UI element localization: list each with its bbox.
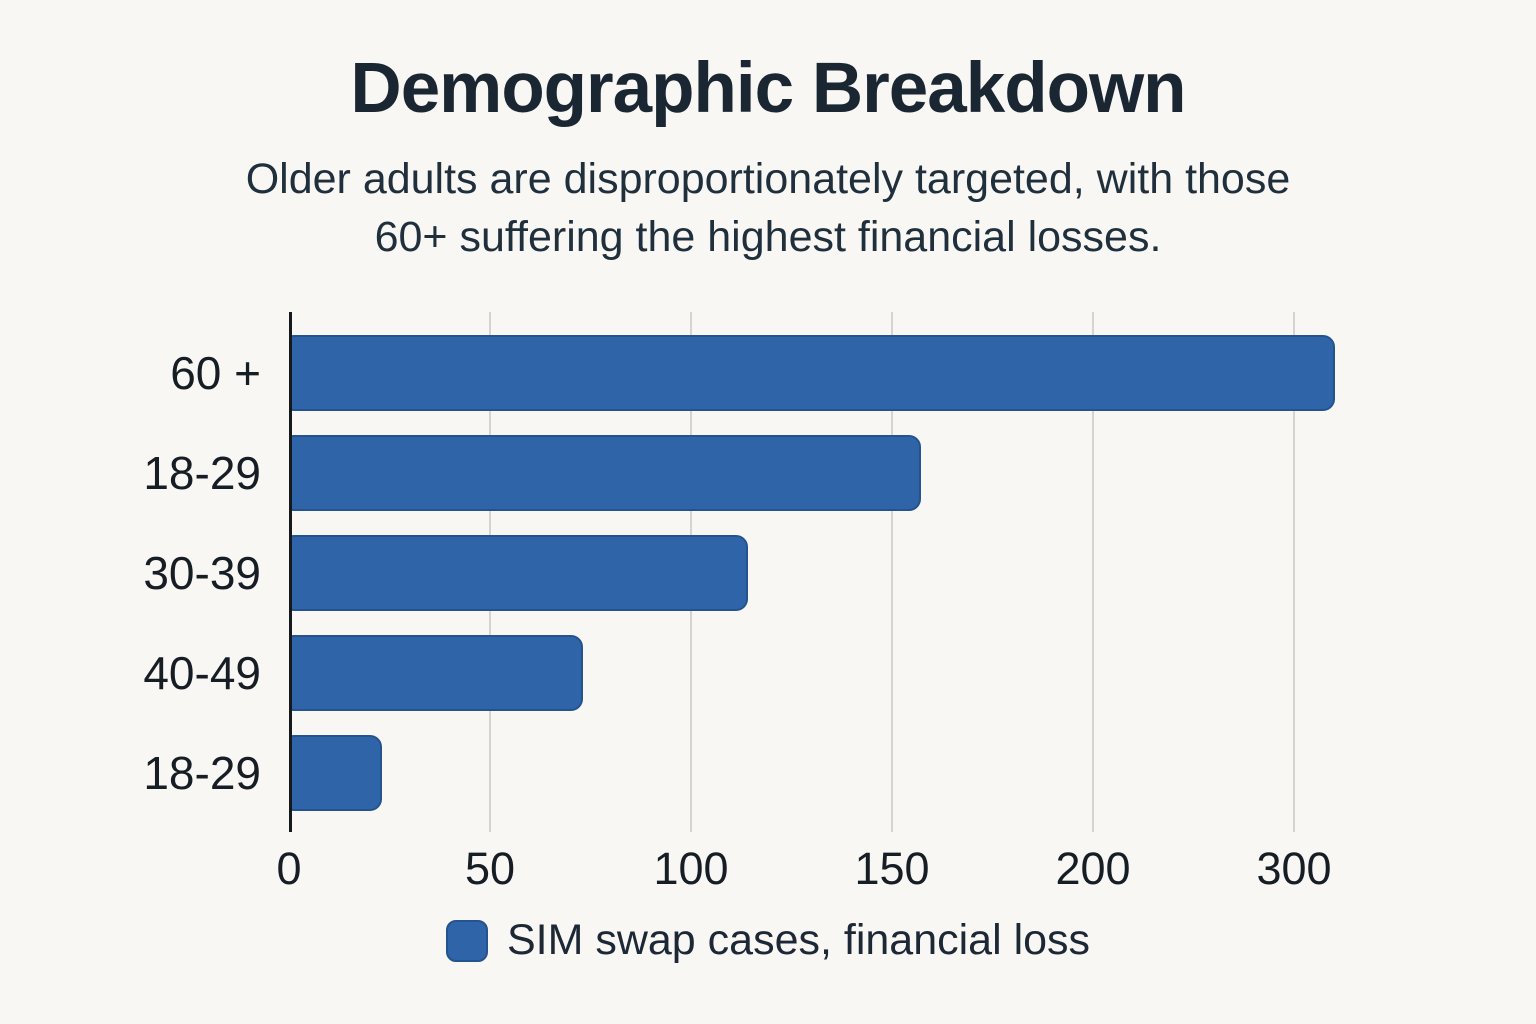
chart-subtitle-line-1: Older adults are disproportionately targ… (245, 155, 1291, 203)
x-axis-labels: 0 50 100 150 200 300 (276, 843, 1459, 899)
x-tick-label: 150 (854, 843, 930, 894)
y-category-label: 18-29 (143, 747, 261, 799)
bar (290, 335, 1335, 411)
gridline (891, 312, 893, 832)
gridline (1092, 312, 1094, 832)
legend-swatch-icon (445, 919, 488, 962)
x-tick-label: 300 (1256, 843, 1332, 894)
bar (290, 735, 382, 811)
chart-title: Demographic Breakdown (350, 49, 1186, 128)
x-tick-label: 50 (464, 843, 516, 894)
chart-subtitle: Older adults are disproportionately targ… (0, 150, 1536, 266)
y-category-label: 40-49 (143, 647, 261, 699)
legend-label: SIM swap cases, financial loss (506, 916, 1091, 964)
bar (290, 435, 921, 511)
y-category-label: 30-39 (143, 547, 261, 599)
y-axis-labels: 60 + 18-29 30-39 40-49 18-29 (0, 312, 261, 832)
gridline (1293, 312, 1295, 832)
chart-subtitle-line-2: 60+ suffering the highest financial loss… (374, 213, 1162, 261)
y-axis-line (289, 312, 292, 832)
x-tick-label: 100 (653, 843, 729, 894)
legend: SIM swap cases, financial loss (0, 916, 1536, 965)
x-tick-label: 0 (276, 843, 302, 894)
bar (290, 535, 748, 611)
bar (290, 635, 583, 711)
x-tick-label: 200 (1055, 843, 1131, 894)
plot-area (289, 312, 1459, 832)
y-category-label: 60 + (170, 347, 261, 399)
y-category-label: 18-29 (143, 447, 261, 499)
